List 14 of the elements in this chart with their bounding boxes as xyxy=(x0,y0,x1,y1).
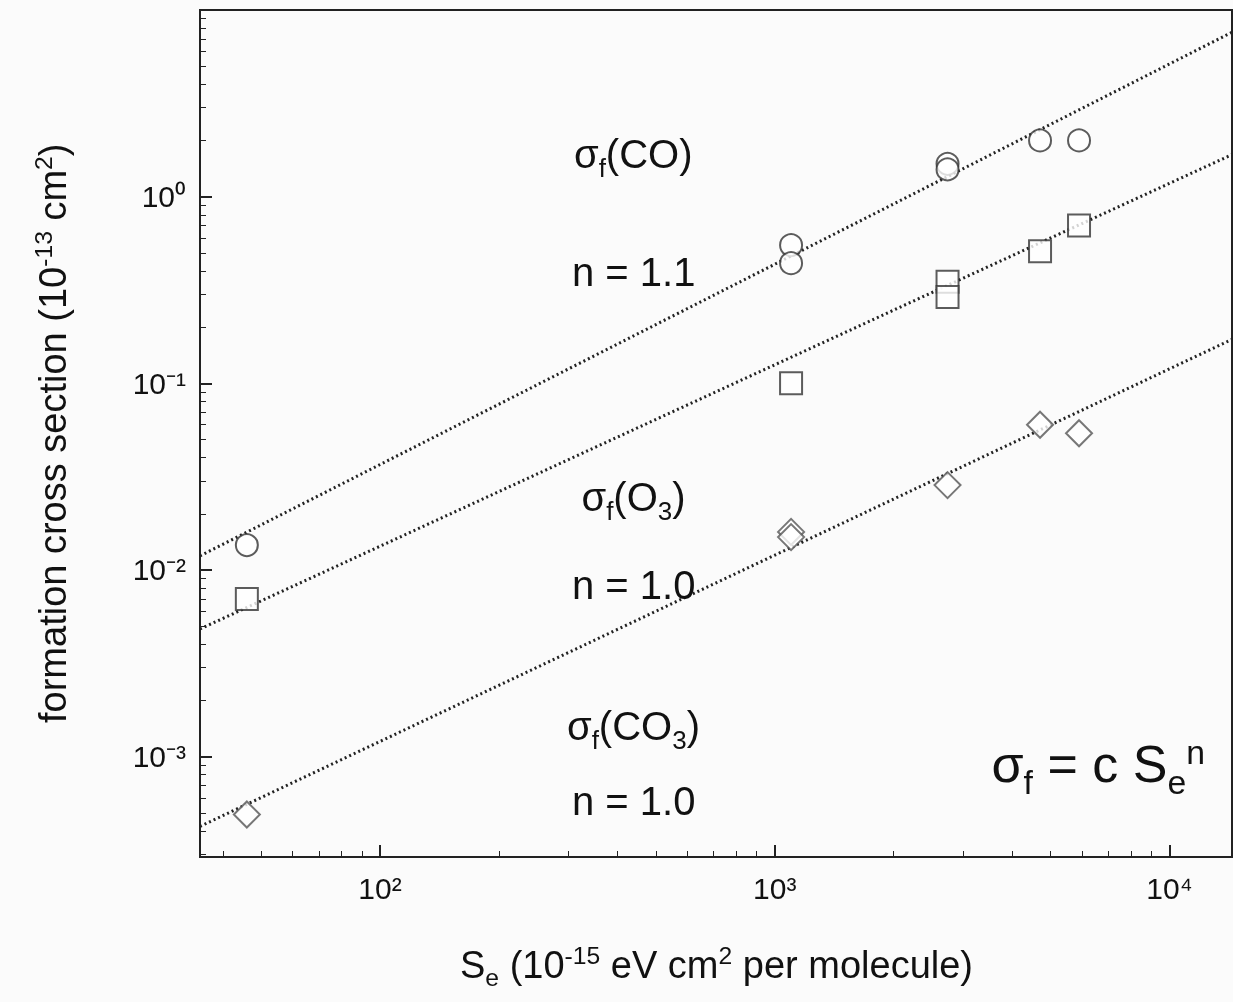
x-tick-label: 10³ xyxy=(753,871,797,905)
x-tick-label: 10⁴ xyxy=(1146,871,1193,905)
annotation: σ$_{f}$(O$_{3}$) xyxy=(581,475,686,528)
y-tick-label: 10⁻³ xyxy=(132,740,187,774)
x-tick-label: 10² xyxy=(358,871,402,905)
annotation: n = 1.1 xyxy=(571,250,696,296)
y-tick-label: 10⁻¹ xyxy=(132,366,187,400)
x-axis-title: S$_{e}$ (10$^{-15}$ eV cm$^{2}$ per molecule) xyxy=(459,941,974,992)
annotation: n = 1.0 xyxy=(571,563,696,609)
y-tick-label: 10⁰ xyxy=(141,180,186,214)
annotation: n = 1.0 xyxy=(571,779,696,825)
annotation: σ$_{f}$(CO$_{3}$) xyxy=(566,703,700,756)
y-tick-label: 10⁻² xyxy=(132,553,187,587)
annotation: σ$_{f}$(CO) xyxy=(573,132,693,185)
